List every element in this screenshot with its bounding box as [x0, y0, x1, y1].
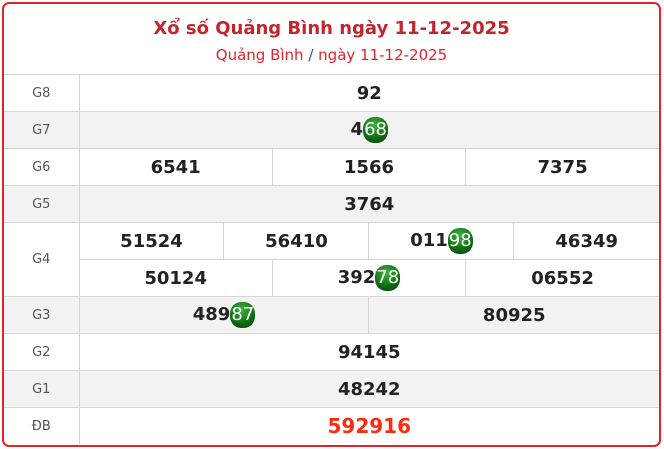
prize-row-ĐB: ĐB 592916: [4, 407, 659, 444]
highlight-ball-icon: 78: [375, 265, 401, 291]
breadcrumb-region-link[interactable]: Quảng Bình: [215, 46, 304, 64]
prize-row-G3: G3 48987 80925: [4, 296, 659, 334]
prize-number: 48987: [79, 296, 369, 334]
highlight-ball-icon: 98: [447, 228, 473, 254]
special-prize-number: 592916: [327, 414, 412, 438]
number-prefix: 011: [410, 230, 448, 251]
prize-label: G6: [4, 148, 80, 186]
prize-number: 468: [79, 111, 659, 149]
prize-number: 94145: [79, 333, 659, 371]
highlight-ball-icon: 87: [230, 302, 256, 328]
prize-number: 1566: [271, 148, 466, 186]
breadcrumb-separator: /: [308, 46, 314, 64]
highlight-ball-icon: 68: [363, 117, 388, 143]
prize-number: 48242: [79, 370, 659, 408]
prize-number: 3764: [79, 185, 659, 223]
prize-row-G2: G2 94145: [4, 333, 659, 371]
prize-label: G5: [4, 185, 80, 223]
prize-number: 39278: [271, 259, 466, 297]
prize-row-G6: G6 6541 1566 7375: [4, 148, 659, 186]
prize-row-G4: G4 51524 56410 01198 46349: [4, 222, 659, 297]
prize-number: 7375: [465, 148, 659, 186]
prize-number: 56410: [223, 222, 369, 260]
result-header: Xổ số Quảng Bình ngày 11-12-2025 Quảng B…: [4, 4, 659, 75]
prize-number: 51524: [79, 222, 224, 260]
prize-label: G7: [4, 111, 80, 149]
prize-row-G5: G5 3764: [4, 185, 659, 223]
results-table: G8 92 G7 468 G6 6541 1566 7375 G5 3764 G4 51524 5641…: [4, 75, 659, 444]
breadcrumb: Quảng Bình / ngày 11-12-2025: [4, 45, 659, 65]
number-prefix: 489: [192, 304, 231, 325]
prize-number: 01198: [368, 222, 514, 260]
prize-number: 80925: [368, 296, 659, 334]
prize-label: G4: [4, 222, 80, 297]
prize-row-G1: G1 48242: [4, 370, 659, 408]
prize-number: 6541: [79, 148, 273, 186]
number-prefix: 392: [337, 267, 376, 288]
prize-number: 92: [79, 75, 659, 112]
prize-label: ĐB: [4, 407, 80, 444]
page-title: Xổ số Quảng Bình ngày 11-12-2025: [153, 18, 510, 39]
prize-row-G4: 50124 39278 06552: [4, 259, 659, 297]
breadcrumb-date-link[interactable]: ngày 11-12-2025: [318, 46, 448, 64]
prize-row-G7: G7 468: [4, 111, 659, 149]
prize-row-G8: G8 92: [4, 75, 659, 112]
prize-label: G3: [4, 296, 80, 334]
prize-label: G2: [4, 333, 80, 371]
prize-label: G8: [4, 75, 80, 112]
number-prefix: 4: [350, 119, 364, 140]
prize-label: G1: [4, 370, 80, 408]
prize-number: 50124: [79, 259, 273, 297]
prize-number: 46349: [513, 222, 659, 260]
prize-number: 06552: [465, 259, 659, 297]
